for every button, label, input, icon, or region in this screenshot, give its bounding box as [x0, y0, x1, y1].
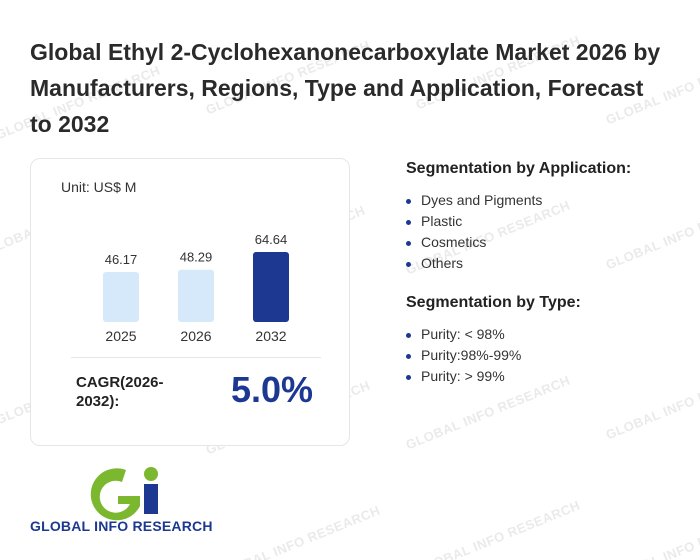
bar-value-label: 48.29	[180, 250, 213, 265]
segment-item-label: Purity:98%-99%	[421, 347, 522, 363]
x-tick-label: 2032	[255, 328, 286, 344]
bar-2026	[178, 269, 214, 322]
bullet-icon	[406, 375, 411, 380]
segment-item: Cosmetics	[406, 232, 631, 253]
bullet-icon	[406, 333, 411, 338]
unit-label: Unit: US$ M	[61, 179, 137, 195]
application-list: Dyes and Pigments Plastic Cosmetics Others	[406, 190, 631, 274]
application-title: Segmentation by Application:	[406, 160, 632, 177]
segment-item-label: Purity: < 98%	[421, 326, 505, 342]
bar-2032	[253, 252, 289, 322]
bar-value-label: 46.17	[105, 252, 138, 267]
bullet-icon	[406, 220, 411, 225]
bullet-icon	[406, 262, 411, 267]
page-title: Global Ethyl 2-Cyclohexanonecarboxylate …	[30, 39, 661, 137]
segment-item-label: Dyes and Pigments	[421, 192, 543, 208]
segment-item-label: Others	[421, 255, 464, 271]
bullet-icon	[406, 241, 411, 246]
market-size-card: Unit: US$ M 46.17 2025 48.29 2026 64.64 2032 …	[30, 158, 350, 446]
type-list: Purity: < 98% Purity:98%-99% Purity: > 99%	[406, 324, 581, 387]
type-segmentation: Segmentation by Type: Purity: < 98% Purit…	[406, 294, 581, 387]
segment-item-label: Cosmetics	[421, 234, 487, 250]
segment-item: Purity: < 98%	[406, 324, 581, 345]
segment-item: Purity: > 99%	[406, 366, 581, 387]
watermark-text: GLOBAL INFO RESEARCH	[604, 507, 700, 560]
gi-logo-icon	[90, 467, 158, 521]
bullet-icon	[406, 199, 411, 204]
bar-chart: 46.17 2025 48.29 2026 64.64 2032	[103, 232, 289, 344]
segment-item: Others	[406, 253, 631, 274]
watermark-text: GLOBAL INFO RESEARCH	[413, 497, 583, 560]
cagr-label: CAGR(2026-2032):	[76, 374, 164, 410]
bar-value-label: 64.64	[255, 232, 288, 247]
watermark-text: GLOBAL INFO RESEARCH	[603, 362, 700, 443]
type-title: Segmentation by Type:	[406, 294, 581, 311]
segment-item: Dyes and Pigments	[406, 190, 631, 211]
cagr-value: 5.0%	[231, 369, 314, 410]
x-tick-label: 2025	[105, 328, 136, 344]
application-segmentation: Segmentation by Application: Dyes and Pi…	[406, 160, 631, 274]
logo-text: GLOBAL INFO RESEARCH	[30, 518, 213, 534]
segment-item-label: Plastic	[421, 213, 463, 229]
segment-item: Plastic	[406, 211, 631, 232]
bullet-icon	[406, 354, 411, 359]
card-divider	[71, 357, 321, 358]
segment-item: Purity:98%-99%	[406, 345, 581, 366]
bar-2025	[103, 272, 139, 322]
segment-item-label: Purity: > 99%	[421, 368, 505, 384]
x-tick-label: 2026	[180, 328, 211, 344]
